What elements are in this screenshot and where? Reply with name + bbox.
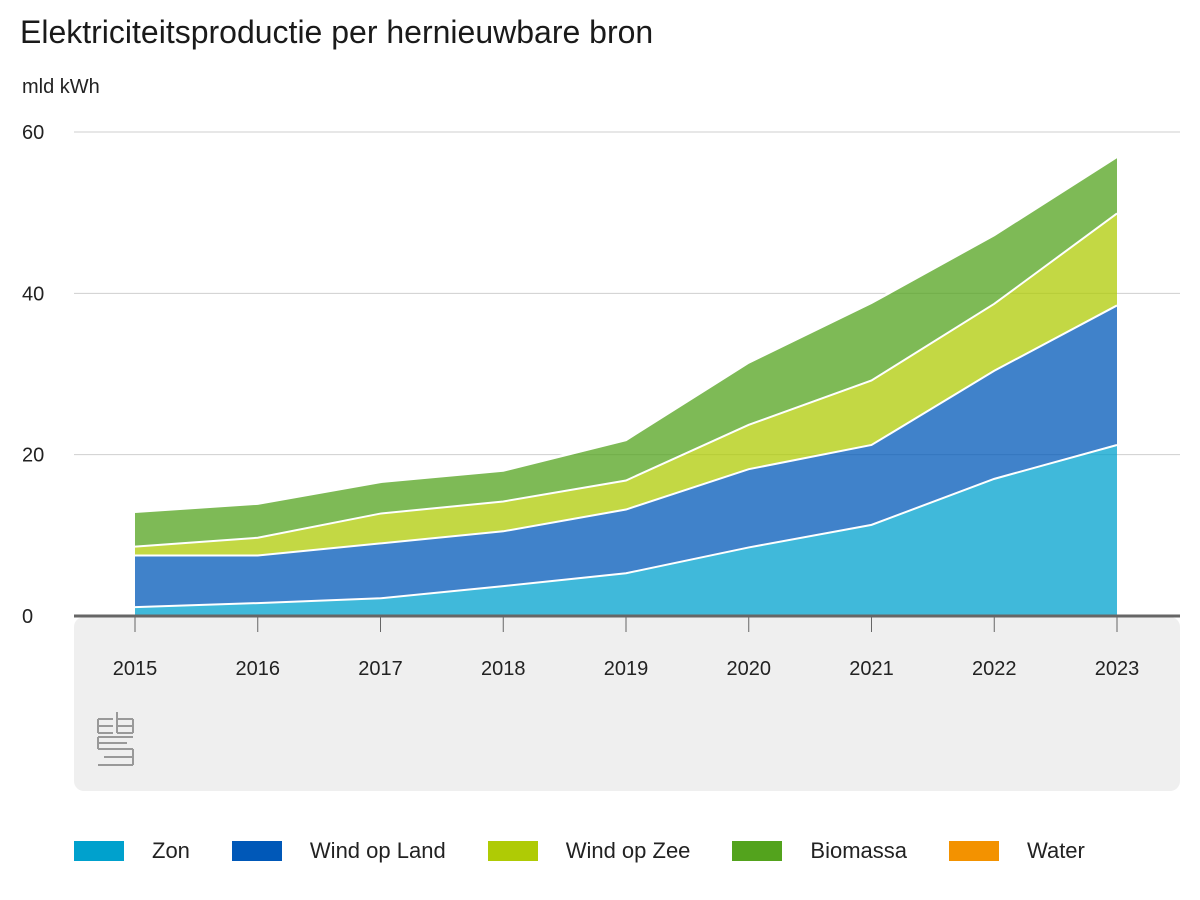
legend-label-biomassa: Biomassa	[810, 838, 908, 863]
x-axis-panel	[74, 617, 1180, 791]
x-tick-label: 2016	[236, 658, 281, 680]
series-line-wind-op-land	[135, 304, 1118, 557]
chart-title: Elektriciteitsproductie per hernieuwbare…	[20, 14, 654, 50]
area-series	[134, 155, 1118, 616]
legend-item-wind-op-zee[interactable]: Wind op Zee	[487, 838, 691, 864]
x-tick-label: 2018	[481, 658, 526, 680]
legend-swatch-wind-op-land	[231, 841, 282, 861]
x-tick-label: 2023	[1095, 658, 1140, 680]
legend-label-wind-op-zee: Wind op Zee	[565, 838, 691, 863]
legend-item-water[interactable]: Water	[949, 838, 1085, 864]
y-tick-label: 60	[22, 122, 44, 144]
x-tick-label: 2017	[358, 658, 403, 680]
x-axis-tick-labels: 2015 2016 2017 2018 2019 2020 2021 2022 2023	[113, 658, 1140, 680]
y-tick-label: 40	[22, 283, 44, 305]
cbs-logo	[97, 712, 134, 766]
y-axis-unit-label: mld kWh	[22, 76, 100, 98]
legend-item-zon[interactable]: Zon	[74, 838, 190, 864]
x-axis-ticks	[134, 616, 1118, 632]
legend-swatch-biomassa	[732, 841, 783, 861]
area-wind-op-zee[interactable]	[135, 213, 1117, 556]
legend-label-zon: Zon	[152, 838, 190, 863]
legend-label-wind-op-land: Wind op Land	[309, 838, 446, 863]
series-line-water	[134, 155, 1118, 513]
legend-swatch-water	[949, 841, 1000, 861]
legend-item-wind-op-land[interactable]: Wind op Land	[231, 838, 446, 864]
area-biomassa[interactable]	[135, 157, 1117, 547]
legend: Zon Wind op Land Wind op Zee Biomassa Wa…	[74, 838, 1127, 864]
series-line-zon	[134, 444, 1118, 609]
legend-swatch-wind-op-zee	[487, 841, 538, 861]
y-tick-label: 20	[22, 445, 44, 467]
x-tick-label: 2015	[113, 658, 158, 680]
area-zon[interactable]	[135, 444, 1117, 616]
x-tick-label: 2021	[849, 658, 894, 680]
series-line-wind-op-zee	[134, 212, 1118, 548]
y-tick-label: 0	[22, 606, 33, 628]
x-tick-label: 2019	[604, 658, 649, 680]
x-tick-label: 2020	[727, 658, 772, 680]
legend-swatch-zon	[74, 841, 124, 861]
y-axis-tick-labels: 0 20 40 60	[22, 122, 44, 628]
area-wind-op-land[interactable]	[135, 305, 1117, 608]
legend-label-water: Water	[1027, 838, 1085, 863]
legend-item-biomassa[interactable]: Biomassa	[732, 838, 907, 864]
x-tick-label: 2022	[972, 658, 1017, 680]
